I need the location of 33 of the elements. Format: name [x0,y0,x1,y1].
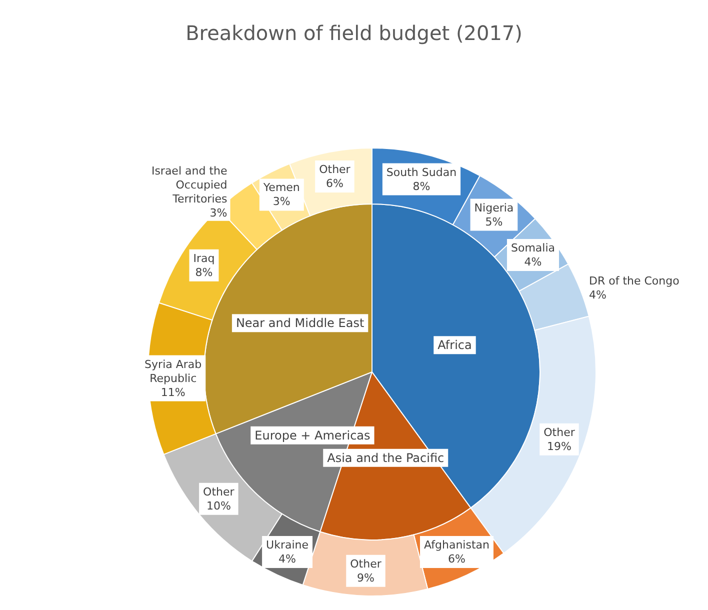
slice-label: Yemen [262,181,300,194]
slice-label: Africa [438,338,472,352]
slice-label: Somalia [510,242,556,255]
slice-label: Other [350,557,382,570]
slice-label: South Sudan [386,166,457,179]
slice-label: Other [544,426,576,439]
data-label: 11% [160,386,186,399]
data-label: 3% [272,195,290,208]
slice-label: Other [203,485,235,498]
data-label: 8% [195,266,213,279]
data-label: 19% [547,440,572,453]
slice-label: Syria Arab Republic [144,358,202,385]
slice-label: Israel and the Occupied Territories [151,164,228,206]
data-label: 5% [485,215,503,228]
slice-label: Europe + Americas [254,428,370,442]
data-label: 8% [412,180,430,193]
data-label: 4% [278,552,296,566]
data-label: 4% [524,256,542,269]
slice-label: Ukraine [266,538,309,552]
data-label: 9% [357,571,374,584]
slice-label: Asia and the Pacific [327,450,444,465]
slice-label: Nigeria [474,201,514,214]
slice-label: Afghanistan [424,538,490,552]
slice-label: Iraq [193,252,215,265]
slice-label: Near and Middle East [236,316,364,330]
data-label: 6% [448,552,466,566]
slice-label: DR of the Congo [588,274,680,288]
chart-title: Breakdown of field budget (2017) [186,21,522,45]
data-label: 10% [206,499,231,512]
slice-label: Other [319,163,351,176]
data-label: 4% [588,288,606,302]
data-label: 3% [210,206,228,220]
data-label: 6% [326,177,344,190]
